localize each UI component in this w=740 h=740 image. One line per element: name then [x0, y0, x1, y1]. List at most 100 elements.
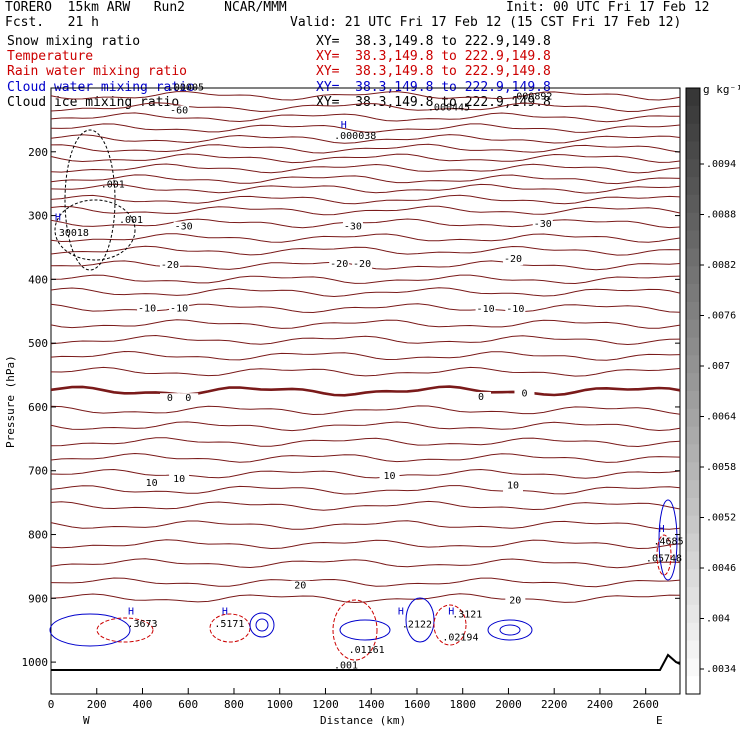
- colorbar-swatch: [686, 230, 700, 249]
- mixing-ratio-contour: [54, 199, 136, 261]
- colorbar-tick-label: .0094: [706, 159, 736, 170]
- isotherm-line: [50, 520, 681, 530]
- x-axis-label: Distance (km): [320, 714, 406, 727]
- isotherm-line: [50, 102, 681, 113]
- legend-cloudice-name: Cloud ice mixing ratio: [7, 95, 180, 110]
- x-tick-label: 1000: [266, 698, 293, 711]
- x-tick-label: 0: [48, 698, 55, 711]
- temperature-label: -20: [353, 259, 371, 270]
- mixing-ratio-label: .000445: [428, 102, 470, 113]
- colorbar-tick-label: .0052: [706, 513, 736, 524]
- valid-time: Valid: 21 UTC Fri 17 Feb 12 (15 CST Fri …: [290, 15, 682, 30]
- colorbar-swatch: [686, 88, 700, 107]
- x-tick-label: 1600: [404, 698, 431, 711]
- temperature-label: -10: [506, 304, 524, 315]
- mixing-ratio-label: .5171: [214, 619, 244, 630]
- colorbar-swatch: [686, 248, 700, 267]
- isotherm-line: [50, 134, 681, 144]
- isotherm-line: [50, 194, 681, 205]
- mixing-ratio-contour: [332, 599, 378, 661]
- mixing-ratio-contour: [656, 534, 672, 576]
- legend-snow-name: Snow mixing ratio: [7, 34, 141, 49]
- colorbar-tick-label: .0046: [706, 563, 736, 574]
- temperature-label: -10: [170, 303, 188, 314]
- x-tick-label: 2600: [632, 698, 659, 711]
- temperature-contours: [50, 91, 681, 671]
- maximum-label: H: [341, 120, 347, 131]
- mixing-ratio-label: .3673: [127, 619, 157, 630]
- colorbar-swatch: [686, 658, 700, 677]
- temperature-label: 10: [383, 471, 395, 482]
- colorbar-swatch: [686, 604, 700, 624]
- colorbar-tick-label: .0064: [706, 412, 736, 423]
- y-axis-label: Pressure (hPa): [4, 355, 17, 448]
- isotherm-line: [50, 287, 681, 298]
- isotherm-line: [50, 205, 681, 216]
- colorbar-swatch: [686, 212, 700, 232]
- label-mask: [471, 391, 492, 403]
- colorbar-swatch: [686, 337, 700, 356]
- y-tick-label: 500: [28, 337, 48, 350]
- isotherm-line: [50, 183, 681, 194]
- legend-rain-xy: XY= 38.3,149.8 to 222.9,149.8: [316, 64, 551, 79]
- isotherm-line: [50, 366, 681, 377]
- x-tick-label: 1800: [449, 698, 476, 711]
- temperature-label: -10: [477, 304, 495, 315]
- isotherm-line: [50, 153, 681, 164]
- temperature-label: 0: [167, 393, 173, 404]
- mixing-ratio-label: .000038: [334, 131, 376, 142]
- mixing-ratio-label: .001: [119, 215, 143, 226]
- temperature-label: -30: [534, 219, 552, 230]
- colorbar-swatch: [686, 301, 700, 321]
- maximum-label: H: [659, 524, 665, 535]
- label-mask: [342, 221, 363, 233]
- colorbar-tick-label: .0034: [706, 664, 736, 675]
- mixing-ratio-contour: [96, 617, 154, 643]
- y-tick-label: 300: [28, 210, 48, 223]
- mixing-ratio-label: .02194: [442, 632, 478, 643]
- colorbar-swatch: [686, 266, 700, 285]
- colorbar-tick-label: .0076: [706, 311, 736, 322]
- colorbar-swatch: [686, 123, 700, 142]
- isotherm-line: [50, 539, 681, 550]
- colorbar-swatch: [686, 408, 700, 428]
- label-mask: [159, 259, 180, 271]
- colorbar-tick-label: .0088: [706, 210, 736, 221]
- temperature-label: -30: [344, 222, 362, 233]
- label-mask: [503, 254, 524, 266]
- mixing-ratio-contour: [64, 129, 116, 271]
- colorbar-swatch: [686, 480, 700, 499]
- x-tick-label: 800: [224, 698, 244, 711]
- legend-cloudice-xy: XY= 38.3,149.8 to 222.9,149.8: [316, 95, 551, 110]
- terrain-line: [51, 653, 681, 671]
- label-mask: [159, 393, 180, 405]
- x-axis-ticks: 0 200 400 600 800 1000 1200 1400 1600 1800 2000 220…: [48, 688, 659, 711]
- label-mask: [505, 595, 526, 607]
- mixing-ratio-label: 30018: [59, 228, 89, 239]
- colorbar-tick-label: .007: [706, 361, 730, 372]
- isotherm-line: [50, 112, 680, 123]
- colorbar-tick-label: .0082: [706, 260, 736, 271]
- x-tick-label: 2400: [587, 698, 614, 711]
- temperature-label: 10: [173, 474, 185, 485]
- colorbar-swatch: [686, 177, 700, 196]
- mixing-ratio-label: .4685: [654, 537, 684, 548]
- isotherm-line: [50, 274, 681, 285]
- y-tick-label: 600: [28, 401, 48, 414]
- isotherm-line: [50, 334, 681, 346]
- legend-snow-xy: XY= 38.3,149.8 to 222.9,149.8: [316, 34, 551, 49]
- label-mask: [169, 105, 190, 117]
- label-mask: [290, 580, 311, 592]
- colorbar-swatch: [686, 355, 700, 374]
- x-tick-label: 200: [87, 698, 107, 711]
- x-tick-label: 2200: [541, 698, 568, 711]
- temperature-label: 0: [521, 389, 527, 400]
- label-mask: [169, 474, 190, 486]
- isotherm-line: [50, 245, 681, 256]
- label-mask: [329, 259, 350, 271]
- label-mask: [173, 221, 194, 233]
- temperature-label: -20: [330, 259, 348, 270]
- maximum-label: H: [398, 606, 404, 617]
